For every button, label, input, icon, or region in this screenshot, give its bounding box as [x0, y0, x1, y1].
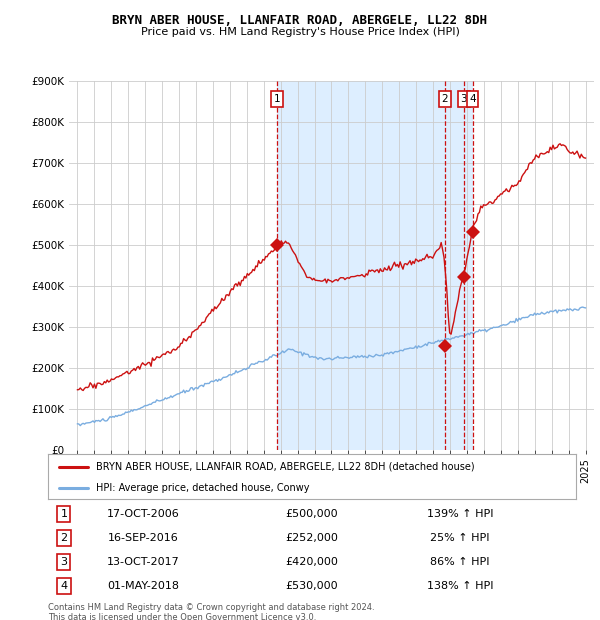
Text: Price paid vs. HM Land Registry's House Price Index (HPI): Price paid vs. HM Land Registry's House …	[140, 27, 460, 37]
Text: 01-MAY-2018: 01-MAY-2018	[107, 582, 179, 591]
Text: Contains HM Land Registry data © Crown copyright and database right 2024.
This d: Contains HM Land Registry data © Crown c…	[48, 603, 374, 620]
Text: £530,000: £530,000	[286, 582, 338, 591]
Text: BRYN ABER HOUSE, LLANFAIR ROAD, ABERGELE, LL22 8DH: BRYN ABER HOUSE, LLANFAIR ROAD, ABERGELE…	[113, 14, 487, 27]
Text: 138% ↑ HPI: 138% ↑ HPI	[427, 582, 493, 591]
Text: 86% ↑ HPI: 86% ↑ HPI	[430, 557, 490, 567]
Text: £252,000: £252,000	[286, 533, 338, 543]
Text: 3: 3	[61, 557, 67, 567]
Text: 139% ↑ HPI: 139% ↑ HPI	[427, 509, 493, 519]
Text: 25% ↑ HPI: 25% ↑ HPI	[430, 533, 490, 543]
Text: 17-OCT-2006: 17-OCT-2006	[107, 509, 179, 519]
Text: £500,000: £500,000	[286, 509, 338, 519]
Bar	[277, 81, 473, 450]
Text: 4: 4	[60, 582, 67, 591]
Text: 1: 1	[274, 94, 281, 104]
Text: HPI: Average price, detached house, Conwy: HPI: Average price, detached house, Conw…	[95, 483, 309, 493]
Text: BRYN ABER HOUSE, LLANFAIR ROAD, ABERGELE, LL22 8DH (detached house): BRYN ABER HOUSE, LLANFAIR ROAD, ABERGELE…	[95, 462, 474, 472]
Text: 4: 4	[469, 94, 476, 104]
Text: 13-OCT-2017: 13-OCT-2017	[107, 557, 179, 567]
Text: 2: 2	[442, 94, 448, 104]
Text: 16-SEP-2016: 16-SEP-2016	[107, 533, 178, 543]
Text: 2: 2	[60, 533, 67, 543]
Text: 1: 1	[61, 509, 67, 519]
Text: £420,000: £420,000	[286, 557, 338, 567]
Text: 3: 3	[460, 94, 467, 104]
